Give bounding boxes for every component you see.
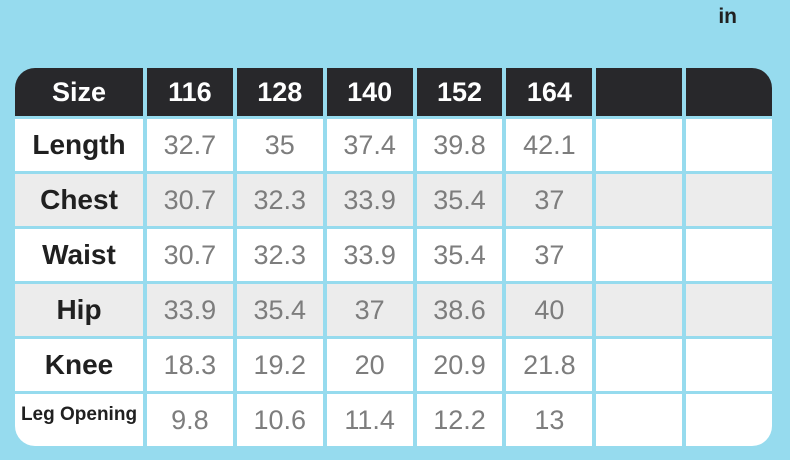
value-cell: 32.3 xyxy=(236,229,323,281)
header-cell-152: 152 xyxy=(416,68,503,116)
header-cell-empty-6 xyxy=(686,68,772,116)
value-cell: 35.4 xyxy=(416,174,503,226)
row-label-waist: Waist xyxy=(15,229,143,281)
value-cell: 9.8 xyxy=(147,394,233,446)
value-cell xyxy=(686,284,772,336)
value-cell: 18.3 xyxy=(147,339,233,391)
value-cell: 37.4 xyxy=(326,119,413,171)
value-cell xyxy=(686,119,772,171)
value-cell xyxy=(686,174,772,226)
header-cell-size: Size xyxy=(15,68,143,116)
value-cell: 42.1 xyxy=(506,119,593,171)
value-cell xyxy=(596,394,683,446)
row-label-length: Length xyxy=(15,119,143,171)
value-cell: 40 xyxy=(506,284,593,336)
value-cell: 21.8 xyxy=(506,339,593,391)
value-cell: 32.7 xyxy=(147,119,233,171)
value-cell: 19.2 xyxy=(236,339,323,391)
value-cell: 10.6 xyxy=(236,394,323,446)
row-label-chest: Chest xyxy=(15,174,143,226)
value-cell: 20.9 xyxy=(416,339,503,391)
value-cell: 37 xyxy=(326,284,413,336)
value-cell: 12.2 xyxy=(416,394,503,446)
value-cell: 39.8 xyxy=(416,119,503,171)
value-cell: 35 xyxy=(236,119,323,171)
header-cell-140: 140 xyxy=(326,68,413,116)
value-cell: 11.4 xyxy=(326,394,413,446)
header-cell-128: 128 xyxy=(236,68,323,116)
value-cell xyxy=(596,174,683,226)
value-cell: 13 xyxy=(506,394,593,446)
value-cell: 37 xyxy=(506,174,593,226)
value-cell xyxy=(596,119,683,171)
header-cell-164: 164 xyxy=(506,68,593,116)
header-cell-116: 116 xyxy=(147,68,233,116)
value-cell: 37 xyxy=(506,229,593,281)
value-cell xyxy=(596,229,683,281)
value-cell: 35.4 xyxy=(236,284,323,336)
value-cell: 33.9 xyxy=(326,174,413,226)
value-cell: 33.9 xyxy=(326,229,413,281)
value-cell: 32.3 xyxy=(236,174,323,226)
value-cell: 35.4 xyxy=(416,229,503,281)
header-cell-empty-5 xyxy=(596,68,683,116)
value-cell xyxy=(596,339,683,391)
value-cell xyxy=(686,229,772,281)
unit-label: in xyxy=(718,5,737,28)
value-cell xyxy=(596,284,683,336)
value-cell: 33.9 xyxy=(147,284,233,336)
value-cell: 30.7 xyxy=(147,174,233,226)
size-table: Size 116 128 140 152 164 Length 32.7 35 37.4 39.8 4… xyxy=(15,68,772,446)
value-cell: 30.7 xyxy=(147,229,233,281)
value-cell xyxy=(686,339,772,391)
row-label-leg-opening: Leg Opening xyxy=(15,394,143,446)
value-cell: 20 xyxy=(326,339,413,391)
value-cell: 38.6 xyxy=(416,284,503,336)
row-label-hip: Hip xyxy=(15,284,143,336)
row-label-knee: Knee xyxy=(15,339,143,391)
value-cell xyxy=(686,394,772,446)
